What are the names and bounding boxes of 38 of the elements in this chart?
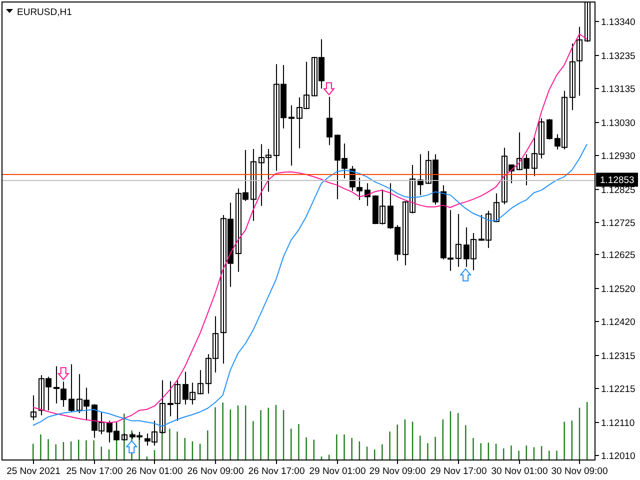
y-tick-label: 1.12520 xyxy=(601,284,636,295)
candlestick xyxy=(288,104,294,166)
x-tick-label: 26 Nov 09:00 xyxy=(187,466,244,477)
text: EURUSD,H1 xyxy=(17,7,72,18)
y-tick-label: 1.12825 xyxy=(601,184,636,196)
y-tick-label: 1.12725 xyxy=(601,218,636,229)
candlestick xyxy=(546,118,552,140)
y-tick-label: 1.12215 xyxy=(601,384,636,395)
y-tick-label: 1.13340 xyxy=(601,16,636,28)
candlestick xyxy=(30,394,36,421)
line-series xyxy=(32,144,588,427)
y-tick-label: 1.13030 xyxy=(601,118,636,129)
x-tick-label: 26 Nov 17:00 xyxy=(248,466,305,477)
x-tick-label: 29 Nov 09:00 xyxy=(369,466,426,477)
candlestick xyxy=(326,96,332,146)
x-tick-label: 25 Nov 17:00 xyxy=(66,466,123,477)
y-tick-label: 1.12420 xyxy=(601,316,636,328)
x-tick-label: 30 Nov 09:00 xyxy=(551,466,608,477)
y-tick-label: 1.13135 xyxy=(601,84,636,95)
x-tick-label: 29 Nov 17:00 xyxy=(430,466,487,477)
candlestick xyxy=(570,42,576,111)
x-tick-label: 26 Nov 01:00 xyxy=(126,466,183,477)
y-tick-label: 1.12625 xyxy=(601,250,636,261)
candlestick xyxy=(576,26,582,96)
y-tick-label: 1.12110 xyxy=(601,418,635,429)
y-tick-label: 1.12930 xyxy=(601,150,636,162)
y-tick-label: 1.12315 xyxy=(601,350,636,362)
candlestick xyxy=(250,148,256,222)
ref-line-label: 1.12853 xyxy=(600,175,634,186)
x-tick-label: 25 Nov 2021 xyxy=(6,466,60,477)
y-tick-label: 1.13235 xyxy=(601,50,636,62)
candlestick xyxy=(68,364,74,412)
candlestick xyxy=(494,192,500,223)
y-tick-label: 1.12010 xyxy=(601,450,636,462)
candlestick xyxy=(456,214,462,268)
x-tick-label: 29 Nov 01:00 xyxy=(309,466,366,477)
candlestick xyxy=(198,370,204,395)
x-tick-label: 30 Nov 01:00 xyxy=(491,466,548,477)
